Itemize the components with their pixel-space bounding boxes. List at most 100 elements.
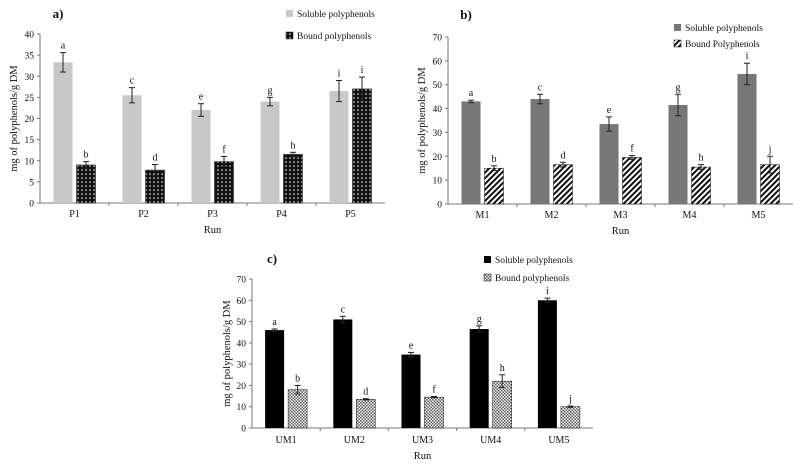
chart-panel-a: a) 0 5 10 15 20 25 30 35 40 mg of polyphenols/g DM… [9,6,385,236]
category-label: UM3 [412,435,433,446]
significance-label: a [61,41,66,52]
y-tick-label: 20 [237,382,247,392]
category-label: P2 [138,209,149,220]
legend-swatch [673,39,682,48]
y-tick-label: 0 [437,201,442,211]
bar [530,99,550,204]
legend-swatch [285,31,294,40]
significance-label: h [500,363,505,374]
bar [76,164,96,204]
bar [356,399,376,429]
legend-label: Soluble polyphenols [495,256,573,266]
category-label: UM1 [276,435,297,446]
y-tick-label: 60 [237,297,247,307]
bar [599,124,619,204]
bar [484,167,504,205]
bar [424,396,444,429]
bar [622,157,642,205]
bar [260,101,280,203]
y-tick-label: 40 [25,31,35,41]
significance-label: f [630,144,634,155]
panel-label: b) [460,7,472,22]
legend-label: Bound polyphenols [297,32,371,42]
bar [461,101,481,204]
y-tick-label: 20 [433,153,443,163]
bar [191,110,211,203]
significance-label: j [568,394,572,405]
chart-panel-b: b) 0 10 20 30 40 50 60 70 mg of polyphenols/g DM R… [417,7,793,237]
significance-label: a [469,88,474,99]
significance-label: b [492,154,497,165]
y-tick-label: 10 [433,177,443,187]
y-tick-label: 70 [237,276,247,286]
y-tick-label: 70 [433,34,443,44]
significance-label: d [153,153,158,164]
significance-label: c [130,76,135,87]
legend-swatch [484,256,491,263]
significance-label: d [561,150,566,161]
y-tick-label: 10 [237,403,247,413]
bar [53,62,73,204]
legend-swatch [674,24,681,31]
category-label: M2 [545,210,559,221]
bar [553,164,573,205]
significance-label: b [84,150,89,161]
category-label: M4 [683,210,697,221]
y-tick-label: 40 [433,105,443,115]
category-label: P1 [69,209,80,220]
bar [352,88,372,204]
legend-label: Bound Polyphenols [685,40,760,50]
significance-label: g [676,82,681,93]
bar [668,104,688,204]
significance-label: j [768,144,772,155]
y-tick-label: 40 [237,339,247,349]
legend-label: Soluble polyphenols [297,10,375,20]
legend-swatch [286,10,293,17]
significance-label: b [295,373,300,384]
bar [737,73,757,204]
panel-label: a) [53,6,64,21]
chart-panel-c: c) 0 10 20 30 40 50 60 70 mg of polyphenols/g DM R… [222,251,593,462]
significance-label: i [546,286,549,297]
category-label: M1 [476,210,490,221]
significance-label: d [363,387,368,398]
category-label: P4 [276,209,287,220]
bar [560,406,581,429]
legend-label: Soluble polyphenols [685,24,763,34]
significance-label: g [477,314,482,325]
bar [492,380,512,429]
significance-label: c [538,82,543,93]
x-axis-label: Run [612,226,630,237]
y-tick-label: 60 [433,57,443,67]
bar [537,300,557,428]
panel-label: c) [267,251,277,266]
y-axis-label: mg of polyphenols/g DM [417,67,428,174]
bar [469,329,489,428]
significance-label: h [699,153,704,164]
legend-label: Bound polyphenols [495,274,569,284]
y-tick-label: 50 [237,318,247,328]
category-label: M3 [614,210,628,221]
y-tick-label: 20 [25,115,35,125]
bar [333,319,353,428]
x-axis-label: Run [414,451,432,462]
y-tick-label: 0 [241,425,246,435]
significance-label: i [746,51,749,62]
y-tick-label: 30 [237,361,247,371]
bar [122,95,142,203]
significance-label: e [409,340,414,351]
category-label: P5 [345,209,356,220]
significance-label: e [199,92,204,103]
significance-label: h [291,140,296,151]
significance-label: e [607,105,612,116]
bar [401,354,421,428]
y-axis-label: mg of polyphenols/g DM [222,300,233,407]
bar [283,154,303,204]
significance-label: i [338,68,341,79]
bar [265,330,285,428]
y-tick-label: 30 [433,129,443,139]
y-tick-label: 10 [25,157,35,167]
category-label: M5 [752,210,766,221]
category-label: UM5 [548,435,569,446]
